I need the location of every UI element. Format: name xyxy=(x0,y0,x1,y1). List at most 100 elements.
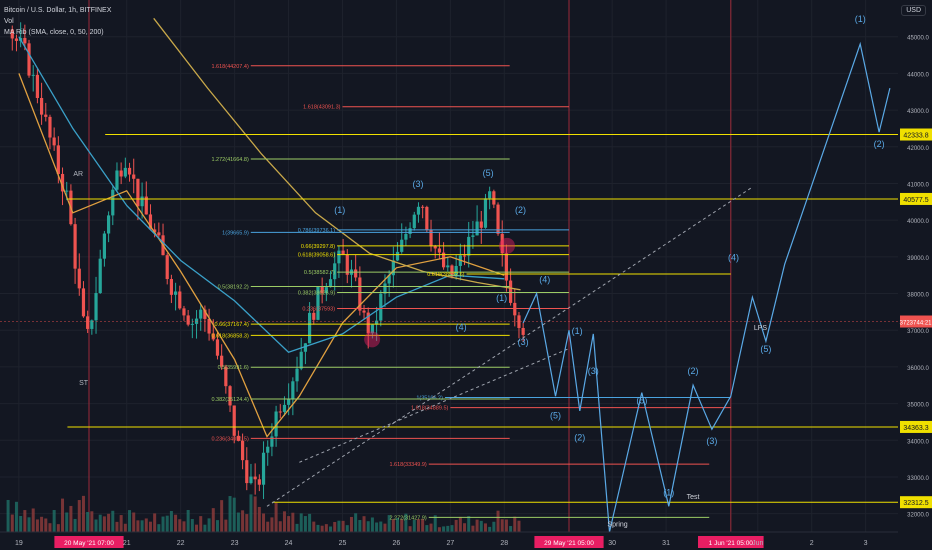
volume-bar xyxy=(429,523,433,532)
indicator-label: MA Rib (SMA, close, 0, 50, 200) xyxy=(4,29,104,36)
volume-bar xyxy=(308,513,312,532)
candle-body xyxy=(73,224,77,269)
x-tick-label: 28 xyxy=(500,540,508,547)
y-tick-label: 39000.0 xyxy=(907,256,929,262)
candle-body xyxy=(65,190,69,192)
y-tick-label: 38000.0 xyxy=(907,293,929,299)
candle-body xyxy=(299,351,303,369)
volume-bar xyxy=(35,519,39,532)
candle-body xyxy=(328,279,333,288)
candle-body xyxy=(144,196,148,215)
volume-bar xyxy=(324,524,328,532)
volume-bar xyxy=(10,514,14,532)
candle-body xyxy=(278,411,282,413)
candle-body xyxy=(404,233,408,240)
volume-bar xyxy=(61,498,65,532)
volume-bar xyxy=(404,513,408,532)
volume-bar xyxy=(31,508,35,532)
candle-body xyxy=(446,265,450,268)
candle-body xyxy=(307,312,312,344)
candle-body xyxy=(224,366,228,387)
candle-body xyxy=(165,255,169,280)
candle-body xyxy=(81,288,86,317)
x-tick-label: 1 Jun '21 05:00 xyxy=(709,540,754,547)
volume-bar xyxy=(65,512,69,532)
candle-body xyxy=(517,315,521,328)
x-tick-label: 20 May '21 07:00 xyxy=(64,540,114,547)
candle-body xyxy=(31,74,35,76)
volume-bar xyxy=(257,506,261,532)
wave-label: (1) xyxy=(572,326,583,336)
volume-bar xyxy=(362,516,366,532)
fib-level-label: 0.5(35991.6) xyxy=(218,365,249,371)
candle-body xyxy=(383,283,387,294)
fib-level-label: 1.618(33349.9) xyxy=(389,462,426,468)
candle-body xyxy=(354,269,358,278)
candle-body xyxy=(115,170,119,190)
wave-label: (1) xyxy=(334,205,345,215)
volume-bar xyxy=(199,516,203,532)
volume-bar xyxy=(303,516,307,532)
volume-bar xyxy=(274,502,278,532)
candle-body xyxy=(341,250,345,255)
wave-label: (2) xyxy=(515,205,526,215)
x-tick-label: 2 xyxy=(810,540,814,547)
currency-button[interactable]: USD xyxy=(901,5,926,16)
candle-body xyxy=(333,263,337,280)
fib-level-label: 1(35166.2) xyxy=(416,395,443,401)
candle-body xyxy=(320,286,324,294)
candle-body xyxy=(52,137,56,146)
candle-body xyxy=(496,204,500,234)
volume-bar xyxy=(471,525,475,532)
candle-body xyxy=(492,191,496,205)
candle-body xyxy=(370,324,375,334)
candle-body xyxy=(111,189,115,216)
candle-body xyxy=(416,206,421,215)
x-tick-label: 21 xyxy=(123,540,131,547)
current-price-tag xyxy=(900,315,932,328)
candle-body xyxy=(441,252,446,268)
candle-body xyxy=(412,214,416,229)
candle-body xyxy=(475,221,479,236)
volume-bar xyxy=(262,513,266,532)
candle-body xyxy=(207,318,211,334)
x-axis-area xyxy=(0,532,932,550)
candle-body xyxy=(274,411,278,437)
fib-level-label: 0.618(36858.3) xyxy=(211,333,248,339)
candle-body xyxy=(199,309,203,319)
candle-body xyxy=(153,229,157,233)
wave-label: (2) xyxy=(688,366,699,376)
volume-bar xyxy=(148,521,152,532)
wave-label: (5) xyxy=(760,344,771,354)
volume-bar xyxy=(425,525,429,532)
fib-level-label: 0.236(34051.5) xyxy=(211,436,248,442)
volume-bar xyxy=(169,510,173,532)
volume-bar xyxy=(119,515,123,532)
volume-bar xyxy=(421,518,425,532)
fib-level-label: 2.272(31427.9) xyxy=(389,515,426,521)
volume-bar xyxy=(391,519,395,532)
candle-body xyxy=(77,268,81,289)
candle-body xyxy=(261,452,266,485)
wave-label: (4) xyxy=(456,322,467,332)
volume-bar xyxy=(270,517,274,532)
fib-level-label: 0.5(38582.7) xyxy=(304,270,335,276)
volume-bar xyxy=(412,519,416,532)
candle-body xyxy=(157,232,161,236)
volume-bar xyxy=(316,524,320,532)
candle-body xyxy=(521,327,525,335)
candle-body xyxy=(437,248,442,253)
candle-body xyxy=(425,206,429,230)
price-tag-label: 40577.5 xyxy=(903,197,928,204)
candle-body xyxy=(391,260,395,276)
volume-bar xyxy=(153,513,157,532)
volume-bar xyxy=(333,521,337,532)
volume-bar xyxy=(48,523,52,532)
volume-bar xyxy=(358,520,362,532)
candle-body xyxy=(450,265,454,277)
candle-body xyxy=(358,277,362,311)
candle-body xyxy=(94,293,98,321)
volume-label: Vol xyxy=(4,18,14,25)
candle-body xyxy=(140,196,144,207)
